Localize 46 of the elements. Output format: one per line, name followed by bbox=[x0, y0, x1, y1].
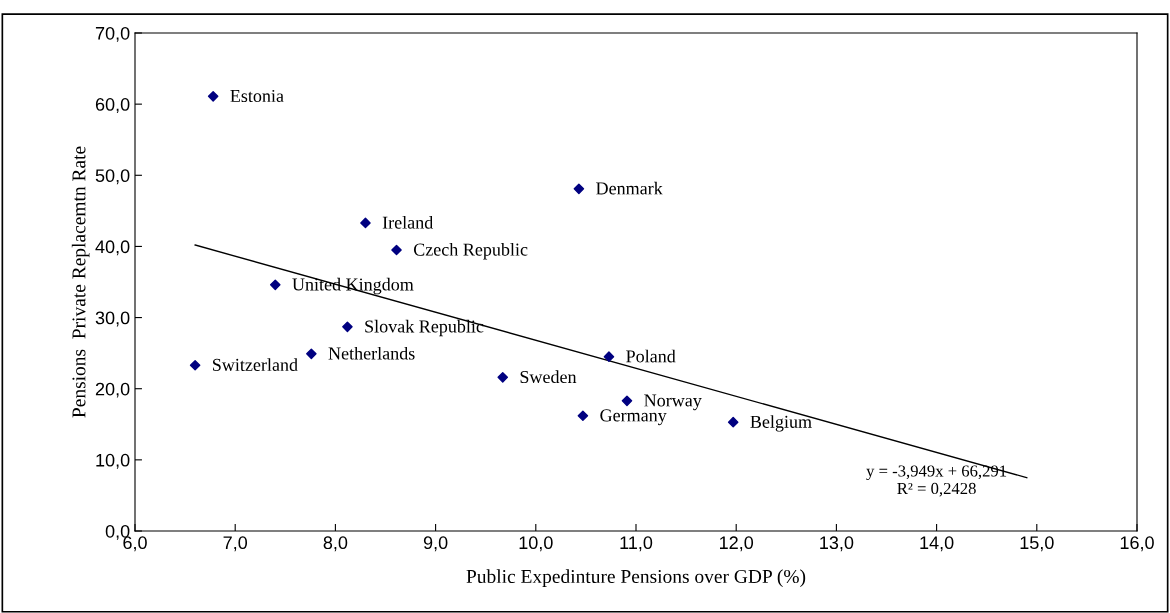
point bbox=[727, 416, 739, 428]
point bbox=[207, 91, 219, 102]
x-tick-label: 10,0 bbox=[519, 536, 553, 552]
y-tick-label: 70,0 bbox=[95, 26, 130, 42]
x-tick-label: 16,0 bbox=[1120, 536, 1154, 552]
point bbox=[391, 244, 402, 256]
x-tick-label: 13,0 bbox=[820, 536, 854, 552]
point bbox=[360, 217, 371, 229]
point bbox=[342, 321, 353, 333]
point bbox=[497, 372, 509, 383]
annotation: Norway bbox=[644, 394, 702, 411]
annotation: Sweden bbox=[520, 370, 577, 384]
annotation: United Kingdom bbox=[292, 277, 414, 295]
annotation: Czech Republic bbox=[413, 243, 528, 260]
y-tick-label: 50,0 bbox=[95, 169, 130, 185]
point bbox=[189, 359, 201, 371]
annotation: Denmark bbox=[596, 181, 663, 195]
x-tick-label: 7,0 bbox=[223, 536, 248, 552]
annotation: Poland bbox=[626, 349, 676, 363]
point bbox=[621, 395, 633, 407]
y-tick-label: 30,0 bbox=[95, 311, 130, 327]
annotation: y = -3,949x + 66,291 R² = 0,2428 bbox=[866, 465, 1007, 497]
y-axis-title: Pensions Private Replacemtn Rate bbox=[71, 146, 90, 418]
y-tick-label: 10,0 bbox=[96, 453, 130, 469]
y-tick-label: 40,0 bbox=[95, 240, 130, 256]
annotation: Estonia bbox=[230, 89, 284, 103]
annotation: Slovak Republic bbox=[365, 319, 484, 337]
annotation: Switzerland bbox=[212, 358, 298, 371]
annotation: Belgium bbox=[750, 415, 812, 432]
point bbox=[577, 410, 589, 422]
point bbox=[269, 279, 281, 291]
point bbox=[306, 348, 317, 360]
point bbox=[603, 351, 615, 363]
x-tick-label: 8,0 bbox=[323, 536, 348, 552]
point bbox=[573, 183, 585, 195]
x-axis-title: Public Expedinture Pensions over GDP (%) bbox=[466, 569, 806, 587]
x-tick-label: 9,0 bbox=[423, 536, 448, 552]
annotation: Netherlands bbox=[328, 346, 415, 360]
x-tick-label: 12,0 bbox=[720, 536, 754, 552]
x-tick-label: 14,0 bbox=[920, 536, 954, 552]
x-tick-label: 15,0 bbox=[1020, 536, 1054, 552]
y-tick-label: 60,0 bbox=[95, 98, 130, 113]
x-tick-label: 11,0 bbox=[620, 536, 653, 552]
annotation: Germany bbox=[600, 409, 667, 426]
annotation: Ireland bbox=[382, 215, 434, 229]
y-tick-label: 20,0 bbox=[95, 382, 130, 398]
